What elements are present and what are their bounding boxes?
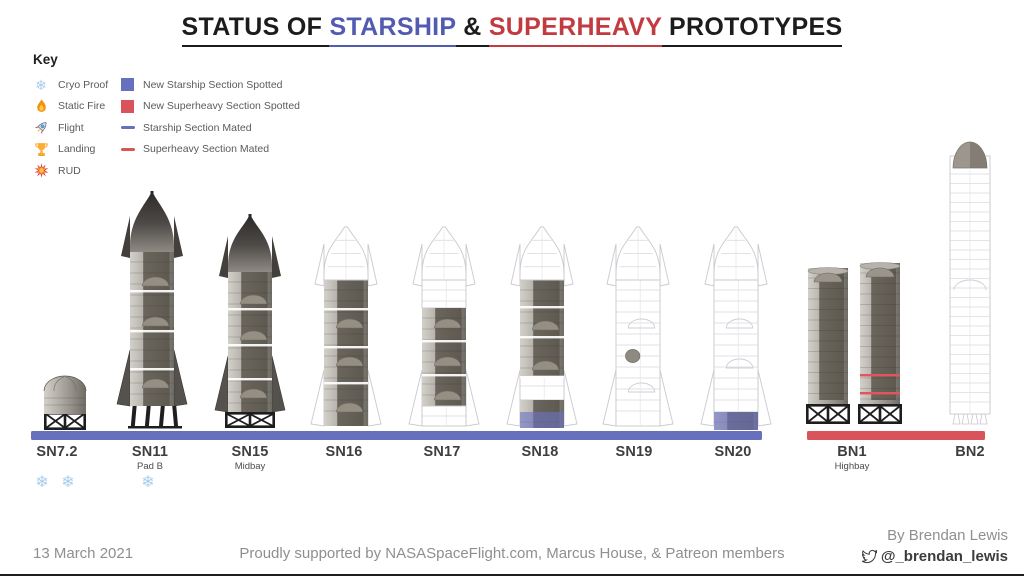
rocket-sn17-render	[408, 226, 480, 427]
key-label: New Superheavy Section Spotted	[143, 100, 301, 113]
key-item-new-starship-section: New Starship Section Spotted	[121, 74, 300, 96]
key-label: RUD	[58, 164, 81, 177]
key-label: Landing	[58, 143, 96, 156]
key-item-superheavy-mated: Superheavy Section Mated	[121, 139, 300, 161]
rocket-icon	[33, 120, 49, 136]
prototype-name: SN7.2	[36, 444, 78, 460]
key-label: Cryo Proof	[58, 78, 109, 91]
key-item-starship-mated: Starship Section Mated	[121, 117, 300, 139]
key-label: Static Fire	[58, 100, 106, 113]
rocket-sn11-render	[116, 191, 188, 429]
rocket-sn16-render	[310, 226, 382, 427]
title-superheavy: SUPERHEAVY	[488, 13, 662, 47]
key-label: New Starship Section Spotted	[143, 78, 283, 91]
key-legend: Key ❄ Cryo Proof Static Fire Flig	[33, 52, 300, 182]
prototype-name: SN19	[615, 444, 653, 460]
red-line-swatch	[121, 147, 135, 151]
title-starship: STARSHIP	[329, 13, 456, 47]
prototype-name: BN2	[955, 444, 985, 460]
twitter-handle-text: @_brendan_lewis	[880, 548, 1008, 565]
prototype-name: SN11	[131, 444, 169, 460]
explosion-icon	[33, 163, 49, 179]
key-label: Starship Section Mated	[143, 121, 252, 134]
prototype-label-SN19: SN19	[589, 444, 679, 460]
twitter-handle[interactable]: @_brendan_lewis	[861, 548, 1008, 565]
prototype-name: SN16	[325, 444, 363, 460]
prototype-label-SN17: SN17	[397, 444, 487, 460]
prototype-label-SN15: SN15 Midbay	[205, 444, 295, 472]
prototype-sublabel: Highbay	[834, 461, 870, 472]
prototype-sublabel: Midbay	[234, 461, 266, 472]
prototype-name: BN1	[837, 444, 867, 460]
key-item-static-fire: Static Fire	[33, 96, 121, 118]
rocket-sn7-2-render	[43, 375, 87, 430]
snowflake-icon: ❄	[35, 76, 47, 93]
prototype-name: SN15	[231, 444, 269, 460]
rocket-sn20-render	[700, 226, 772, 430]
prototype-label-BN2: BN2	[925, 444, 1015, 460]
title-suffix: PROTOTYPES	[661, 13, 843, 47]
title-prefix: STATUS OF	[181, 13, 330, 47]
key-item-flight: Flight	[33, 117, 121, 139]
superheavy-timeline-bar	[807, 431, 985, 440]
title-ampersand: &	[455, 13, 489, 47]
date-label: 13 March 2021	[33, 545, 134, 562]
prototype-label-BN1: BN1 Highbay	[807, 444, 897, 472]
key-item-new-superheavy-section: New Superheavy Section Spotted	[121, 96, 300, 118]
author-byline: By Brendan Lewis	[887, 527, 1008, 544]
prototype-name: SN20	[714, 444, 752, 460]
rocket-sn19-render	[602, 226, 674, 427]
prototype-name: SN18	[521, 444, 559, 460]
fire-icon	[33, 98, 49, 114]
key-label: Flight	[58, 121, 84, 134]
key-item-rud: RUD	[33, 160, 121, 182]
key-item-cryo-proof: ❄ Cryo Proof	[33, 74, 121, 96]
prototype-name: SN17	[423, 444, 461, 460]
prototype-label-SN7.2: SN7.2 ❄ ❄	[12, 444, 102, 491]
prototype-sublabel: Pad B	[137, 461, 163, 472]
blue-line-swatch	[121, 126, 135, 130]
page-title: STATUS OF STARSHIP & SUPERHEAVY PROTOTYP…	[0, 13, 1024, 47]
rocket-sn15-render	[214, 214, 286, 428]
key-label: Superheavy Section Mated	[143, 143, 270, 156]
twitter-bird-icon	[861, 549, 877, 564]
cryo-proof-badges: ❄ ❄	[35, 474, 79, 491]
rocket-bn1-render	[806, 262, 902, 424]
key-heading: Key	[33, 52, 58, 67]
starship-timeline-bar	[31, 431, 762, 440]
prototype-label-SN20: SN20	[688, 444, 778, 460]
support-credit: Proudly supported by NASASpaceFlight.com…	[239, 545, 785, 562]
prototype-label-SN16: SN16	[299, 444, 389, 460]
prototype-label-SN18: SN18	[495, 444, 585, 460]
key-item-landing: Landing	[33, 139, 121, 161]
trophy-icon	[33, 141, 49, 157]
cryo-proof-badges: ❄	[141, 474, 159, 491]
rocket-sn18-render	[506, 226, 578, 428]
blue-square-swatch	[121, 78, 134, 92]
rocket-bn2-render	[949, 141, 991, 425]
prototype-label-SN11: SN11 Pad B ❄	[105, 444, 195, 491]
red-square-swatch	[121, 99, 134, 113]
bottom-border-line	[0, 574, 1024, 576]
